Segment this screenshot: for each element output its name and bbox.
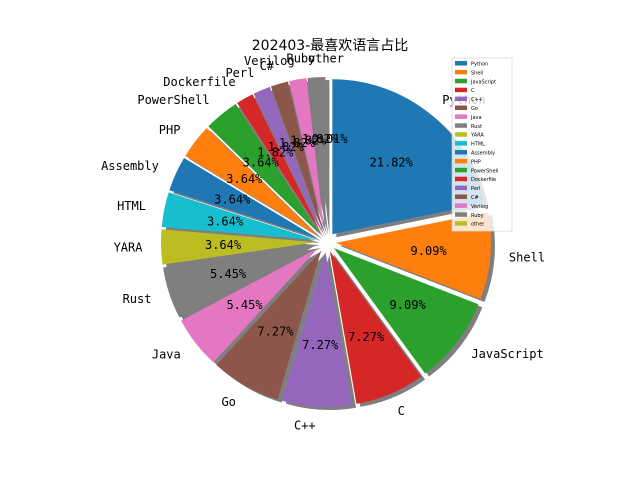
- percent-label-shell: 9.09%: [411, 244, 448, 258]
- percent-label-php: 3.64%: [226, 172, 263, 186]
- wedge-python: [332, 79, 485, 235]
- wedge-verilog: [289, 78, 325, 233]
- legend-label-java: Java: [470, 115, 482, 121]
- legend-label-ruby: Ruby: [471, 213, 484, 219]
- wedge-php: [185, 128, 319, 236]
- legend-label-shell: Shell: [471, 70, 483, 76]
- wedge-assembly: [169, 158, 317, 238]
- legend-label-verilog: Verilog: [471, 204, 488, 210]
- percent-label-powershell: 3.64%: [243, 155, 280, 169]
- legend-label-go: Go: [471, 106, 478, 112]
- category-label-java: Java: [152, 347, 181, 361]
- legend-label-python: Python: [471, 62, 488, 68]
- legend-swatch-php: [455, 158, 467, 164]
- wedge-yara: [161, 229, 317, 265]
- wedge-shell: [335, 212, 491, 300]
- wedge-go: [216, 250, 322, 400]
- legend-label-dockerfile: Dockerfile: [471, 177, 496, 183]
- percent-label-dockerfile: 1.82%: [257, 145, 294, 159]
- legend-swatch-ruby: [455, 212, 467, 217]
- legend-label-c-: C#: [471, 195, 479, 201]
- category-label-ruby: Ruby: [286, 52, 315, 66]
- category-label-rust: Rust: [123, 292, 152, 306]
- percent-label-javascript: 9.09%: [390, 298, 427, 312]
- wedge-perl: [253, 86, 323, 233]
- percent-label-assembly: 3.64%: [214, 192, 251, 206]
- legend-swatch-python: [455, 61, 467, 66]
- legend: Python Shell JavaScript C C++ Go Java Rust YARA H…: [451, 57, 513, 232]
- legend-label-html: HTML: [471, 142, 485, 148]
- percent-label-ruby: 1.82%: [302, 132, 339, 146]
- category-label-c-: C#: [260, 59, 275, 73]
- legend-label-yara: YARA: [470, 133, 484, 139]
- category-label-shell: Shell: [509, 251, 545, 265]
- percent-label-c: 7.27%: [348, 330, 385, 344]
- category-label-c: C: [398, 404, 405, 418]
- category-label-assembly: Assembly: [101, 159, 159, 173]
- legend-swatch-other: [455, 221, 467, 226]
- legend-label-other: other: [471, 222, 485, 228]
- wedge-javascript: [333, 248, 479, 374]
- category-label-html: HTML: [117, 199, 146, 213]
- wedge-c-: [281, 251, 352, 407]
- legend-swatch-yara: [455, 132, 467, 137]
- legend-swatch-powershell: [455, 167, 467, 173]
- legend-swatch-verilog: [455, 203, 467, 208]
- category-label-verilog: Verilog: [244, 54, 295, 68]
- legend-swatch-html: [455, 141, 467, 146]
- category-label-other: other: [308, 51, 344, 65]
- legend-label-powershell: PowerShell: [471, 168, 498, 174]
- legend-swatch-assembly: [455, 150, 467, 155]
- legend-swatch-c: [455, 87, 467, 93]
- category-label-javascript: JavaScript: [471, 347, 543, 361]
- percent-label-html: 3.64%: [207, 215, 244, 229]
- legend-label-rust: Rust: [471, 124, 482, 130]
- category-label-php: PHP: [159, 123, 181, 137]
- legend-label-perl: Perl: [471, 186, 480, 192]
- percent-label-other: -0.01%: [304, 132, 348, 146]
- percent-label-rust: 5.45%: [210, 267, 247, 281]
- wedge-c: [329, 251, 422, 404]
- category-label-c-: C++: [294, 418, 316, 432]
- category-label-perl: Perl: [225, 66, 254, 80]
- legend-label-javascript: JavaScript: [470, 79, 496, 85]
- legend-swatch-go: [455, 105, 467, 110]
- legend-swatch-rust: [455, 123, 467, 128]
- wedge-html: [161, 192, 317, 241]
- percent-label-go: 7.27%: [257, 325, 294, 339]
- percent-label-verilog: 1.82%: [290, 134, 327, 148]
- wedge-c-: [270, 81, 324, 233]
- legend-label-c: C: [471, 88, 475, 94]
- wedge-dockerfile: [237, 94, 322, 234]
- legend-label-php: PHP: [471, 159, 481, 165]
- legend-label-assembly: Assembly: [471, 151, 495, 157]
- legend-swatch-perl: [455, 185, 467, 191]
- legend-swatch-shell: [455, 69, 467, 75]
- percent-label-java: 5.45%: [226, 298, 263, 312]
- percent-label-python: 21.82%: [370, 155, 414, 169]
- chart-title: 202403-最喜欢语言占比: [252, 38, 409, 54]
- percent-label-c-: 7.27%: [302, 338, 339, 352]
- legend-label-c-: C++: [471, 97, 483, 103]
- category-label-powershell: PowerShell: [137, 93, 209, 107]
- legend-swatch-c-: [455, 194, 467, 199]
- category-label-go: Go: [221, 395, 235, 409]
- category-label-yara: YARA: [114, 241, 144, 255]
- wedge-ruby: [307, 77, 326, 233]
- legend-swatch-javascript: [455, 78, 467, 84]
- percent-label-c-: 1.82%: [279, 136, 316, 150]
- percent-label-perl: 1.82%: [268, 140, 305, 154]
- percent-label-yara: 3.64%: [205, 238, 242, 252]
- wedge-powershell: [208, 103, 320, 235]
- legend-swatch-c-: [455, 96, 467, 102]
- legend-swatch-dockerfile: [455, 176, 467, 182]
- legend-swatch-java: [455, 114, 467, 119]
- wedge-rust: [163, 245, 317, 318]
- category-label-dockerfile: Dockerfile: [163, 75, 235, 89]
- wedge-java: [181, 248, 319, 363]
